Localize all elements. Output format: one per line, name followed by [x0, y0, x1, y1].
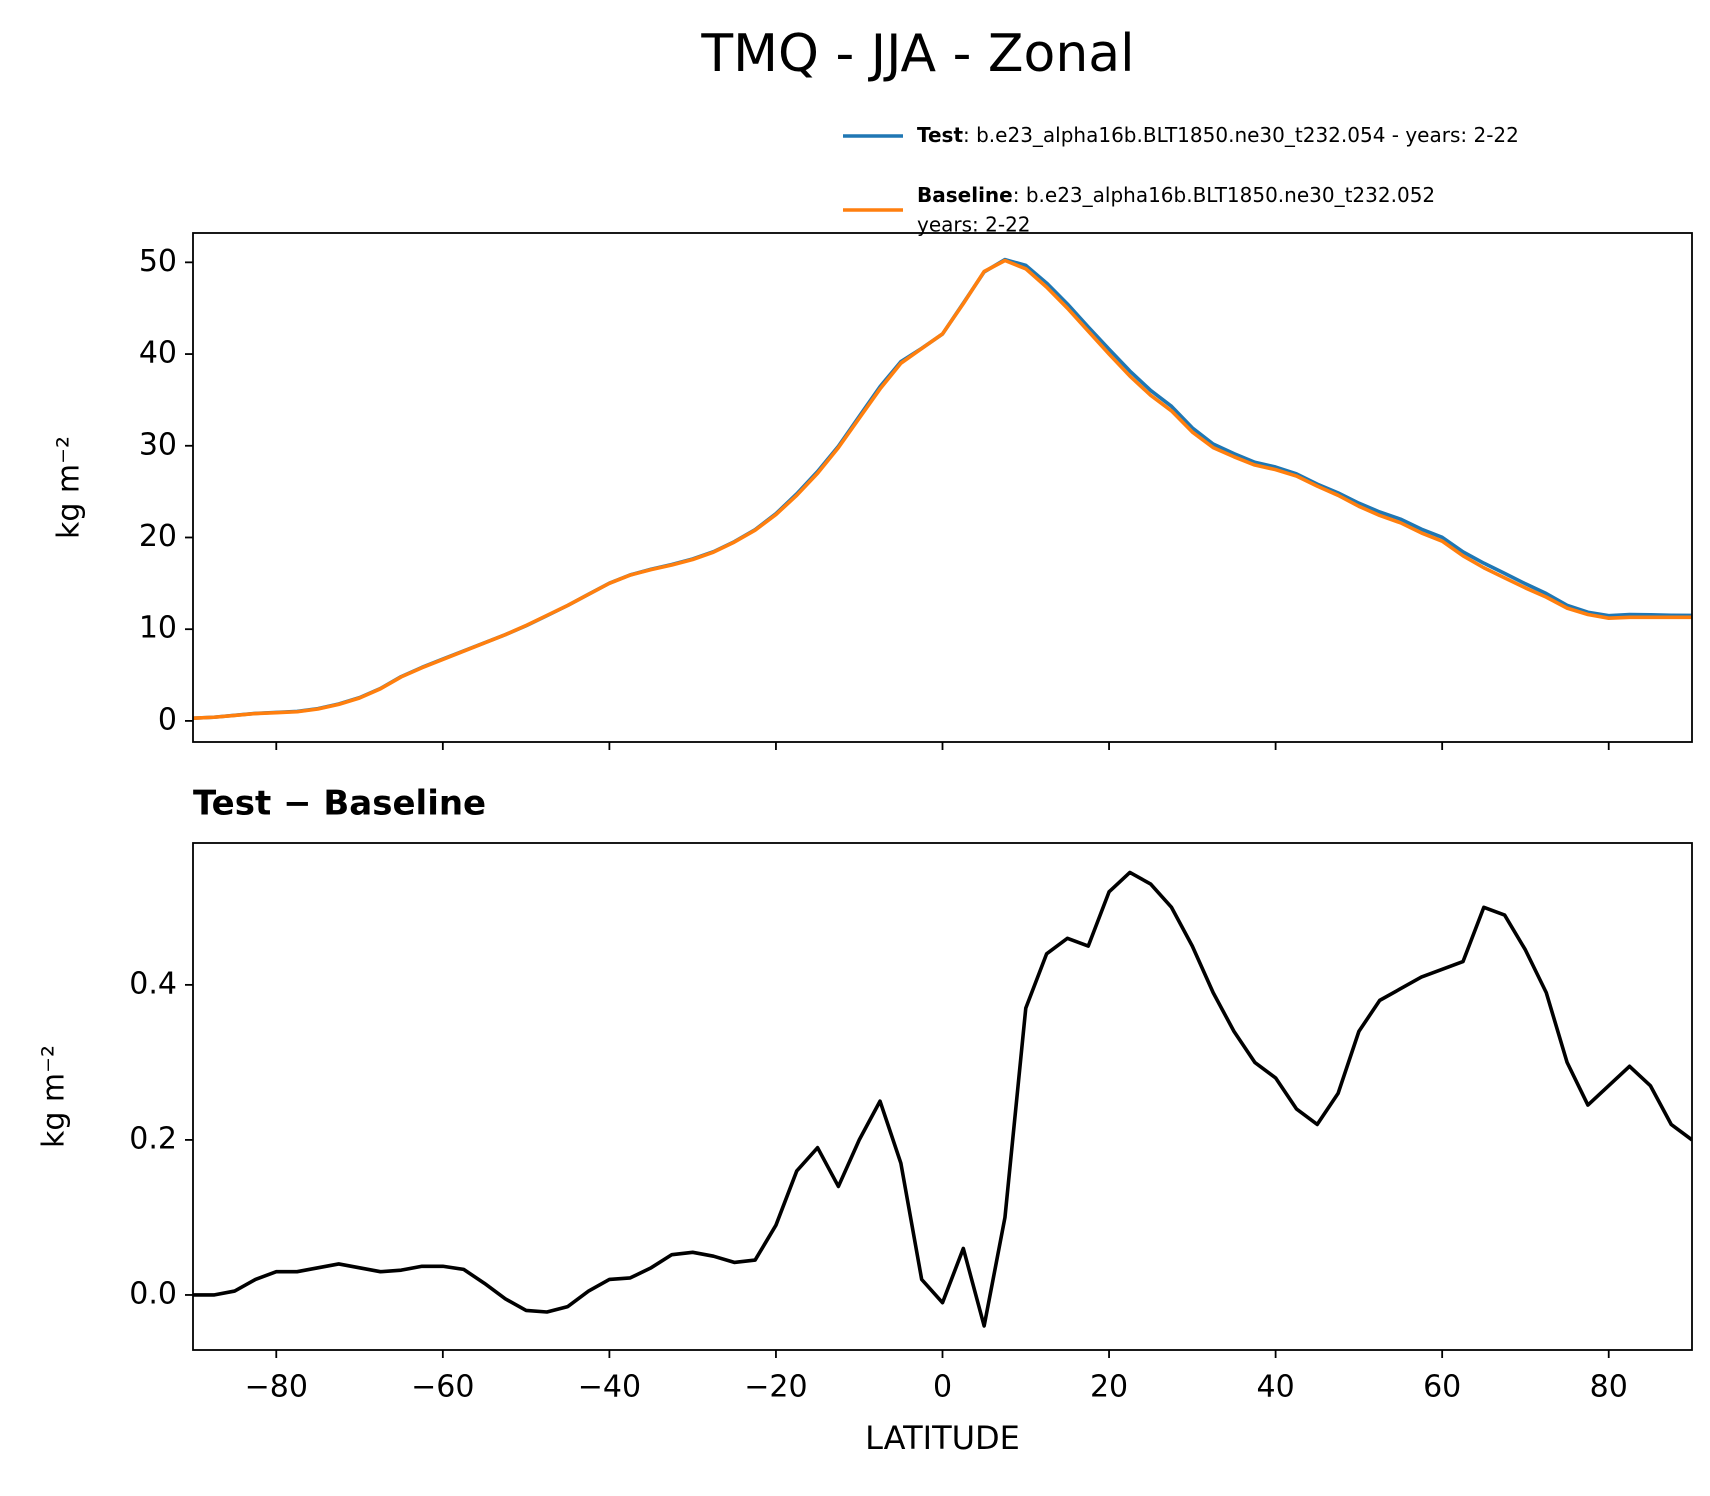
x-axis-label: LATITUDE: [865, 1419, 1020, 1457]
x-tick-label: 60: [1423, 1370, 1461, 1405]
data-line: [193, 258, 1692, 720]
y-tick-label: 20: [139, 519, 177, 554]
plot-area: [193, 257, 1692, 720]
y-tick-label: 0: [158, 702, 177, 737]
y-axis-label: kg m⁻²: [37, 1045, 72, 1148]
y-tick-label: 30: [139, 427, 177, 462]
legend-text: years: 2-22: [917, 213, 1031, 237]
x-tick-label: −40: [578, 1370, 641, 1405]
x-tick-label: −80: [245, 1370, 308, 1405]
y-tick-label: 50: [139, 244, 177, 279]
x-tick-label: 80: [1590, 1370, 1628, 1405]
x-tick-label: −60: [411, 1370, 474, 1405]
x-tick-label: 20: [1090, 1370, 1128, 1405]
y-axis-label: kg m⁻²: [52, 436, 87, 539]
legend-text: : b.e23_alpha16b.BLT1850.ne30_t232.052: [1013, 183, 1435, 207]
legend-name: Test: [917, 123, 963, 147]
x-tick-label: 0: [933, 1370, 952, 1405]
legend-text: : b.e23_alpha16b.BLT1850.ne30_t232.054 -…: [963, 123, 1519, 147]
plot-area: [193, 870, 1692, 1328]
y-tick-label: 0.4: [129, 966, 177, 1001]
subplot-title: Test − Baseline: [193, 784, 486, 824]
legend-name: Baseline: [917, 183, 1013, 207]
x-tick-label: −20: [744, 1370, 807, 1405]
figure-title: TMQ - JJA - Zonal: [700, 24, 1134, 84]
y-tick-label: 0.2: [129, 1121, 177, 1156]
y-tick-label: 10: [139, 611, 177, 646]
y-tick-label: 40: [139, 336, 177, 371]
legend-label: Baseline: b.e23_alpha16b.BLT1850.ne30_t2…: [917, 183, 1435, 207]
data-line: [193, 870, 1692, 1328]
y-tick-label: 0.0: [129, 1276, 177, 1311]
x-tick-label: 40: [1257, 1370, 1295, 1405]
legend-label: Test: b.e23_alpha16b.BLT1850.ne30_t232.0…: [917, 123, 1519, 147]
